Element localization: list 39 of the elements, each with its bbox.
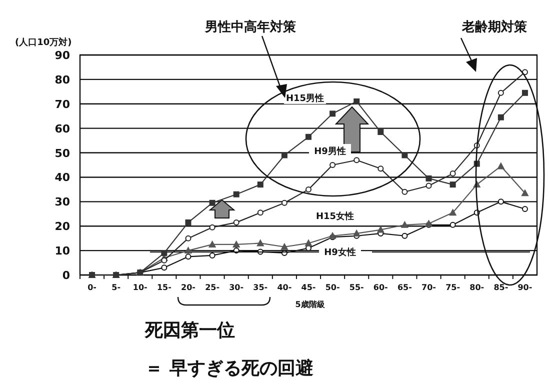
series-label: H9女性 (324, 247, 356, 258)
y-tick-label: 40 (54, 171, 70, 184)
x-tick-label: 5- (112, 283, 121, 292)
y-axis-title: (人口10万対) (15, 37, 72, 48)
series-label: H15男性 (286, 93, 324, 104)
x-tick-label: 0- (88, 283, 96, 292)
x-tick-label: 60- (373, 283, 388, 292)
x-tick-label: 85- (494, 283, 508, 292)
y-tick-label: 80 (54, 73, 70, 86)
x-tick-label: 45- (301, 283, 316, 292)
y-tick-label: 10 (54, 244, 70, 258)
y-tick-label: 70 (54, 98, 70, 111)
y-tick-label: 90 (54, 49, 70, 62)
x-tick-label: 20- (181, 283, 196, 292)
text: ＝ 早すぎる死の回避 (145, 358, 314, 379)
x-tick-label: 80- (470, 283, 484, 292)
x-tick-label: 55- (349, 283, 364, 292)
x-tick-label: 35- (253, 283, 268, 292)
y-tick-label: 30 (54, 196, 70, 209)
series-label: H9男性 (314, 146, 346, 157)
x-axis-title: 5歳階級 (295, 300, 326, 309)
text: 男性中高年対策 (204, 19, 297, 35)
x-tick-label: 30- (229, 283, 244, 292)
text: 死因第一位 (144, 320, 235, 341)
series-label: H15女性 (316, 211, 354, 222)
x-tick-label: 25- (205, 283, 220, 292)
x-tick-label: 75- (446, 283, 460, 292)
x-tick-label: 40- (277, 283, 292, 292)
x-tick-label: 50- (325, 283, 340, 292)
x-tick-label: 10- (132, 283, 148, 292)
y-tick-label: 60 (54, 122, 70, 136)
x-tick-label: 90- (518, 283, 532, 292)
x-tick-label: 65- (397, 283, 412, 292)
y-tick-label: 50 (54, 146, 70, 160)
x-tick-label: 70- (422, 283, 436, 292)
y-tick-label: 0 (62, 269, 70, 282)
x-tick-label: 15- (156, 283, 172, 292)
text: 老齢期対策 (461, 19, 528, 35)
y-tick-label: 20 (54, 220, 70, 234)
